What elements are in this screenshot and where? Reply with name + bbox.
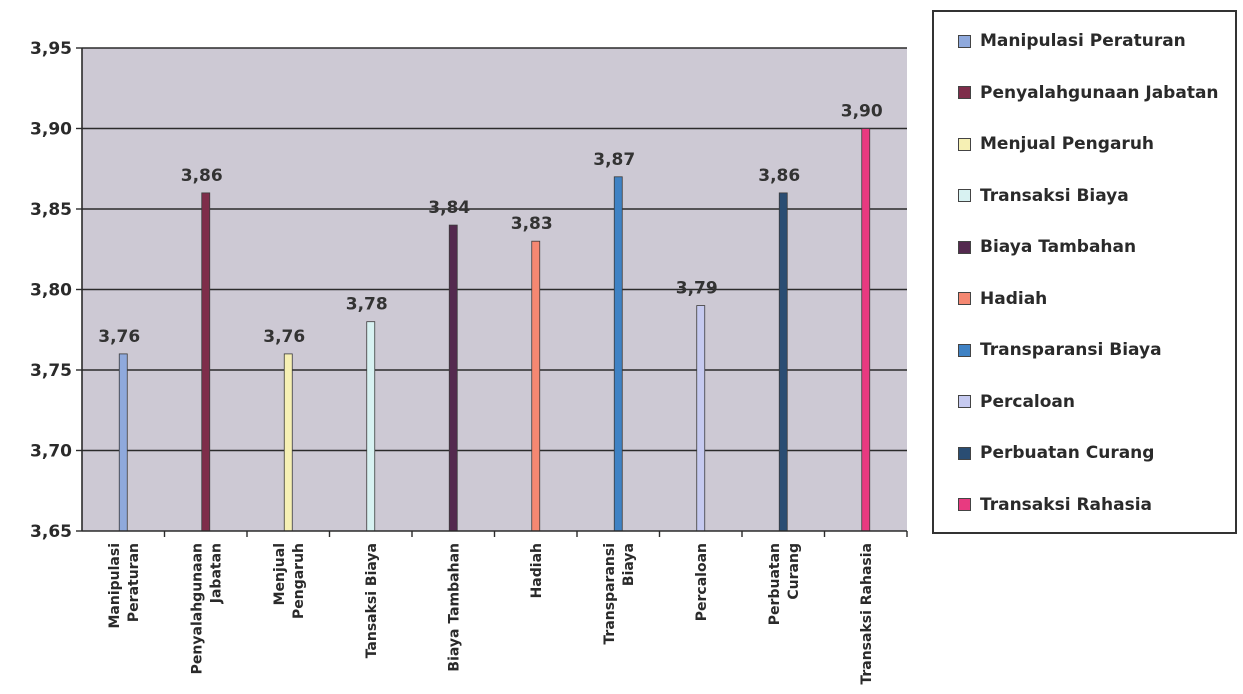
data-label: 3,87 [593,150,635,170]
legend-item: Penyalahgunaan Jabatan [958,81,1219,105]
legend-item: Perbuatan Curang [958,441,1154,465]
bar [118,353,128,532]
legend-swatch [958,189,971,202]
legend-label: Transparansi Biaya [980,340,1162,360]
bar [778,192,788,532]
legend-label: Percaloan [980,391,1076,412]
legend-item: Hadiah [958,287,1047,311]
y-tick-label: 3,70 [30,442,72,462]
legend-swatch [958,292,971,305]
x-category-label: Penyalahgunaan [189,543,205,674]
legend-swatch [958,343,971,357]
legend-label: Biaya Tambahan [980,237,1137,257]
x-category-label: Peraturan [126,543,142,622]
x-category-label: Pengaruh [291,543,307,619]
x-category-label: Perbuatan [767,543,783,625]
bar [696,305,706,532]
legend-swatch [958,240,971,254]
data-label: 3,76 [263,327,305,347]
x-category-label: Curang [786,543,802,600]
legend-label: Perbuatan Curang [980,443,1155,463]
legend-swatch [958,395,971,408]
y-tick-label: 3,80 [30,281,72,301]
bar [201,192,211,532]
bars [118,128,871,532]
legend-label: Hadiah [980,288,1048,309]
legend-swatch [958,137,971,151]
bar-chart: 3,653,703,753,803,853,903,95 3,763,863,7… [30,39,908,685]
y-tick-label: 3,75 [30,361,72,381]
legend-item: Manipulasi Peraturan [958,29,1186,53]
legend-label: Transaksi Rahasia [980,494,1153,515]
y-tick-label: 3,65 [30,522,72,542]
legend-swatch [958,498,971,511]
x-category-label: Jabatan [208,543,224,604]
legend-item: Percaloan [958,390,1075,414]
legend: Manipulasi Peraturan Penyalahgunaan Jabat… [932,10,1237,534]
y-tick-label: 3,90 [30,120,72,140]
legend-item: Biaya Tambahan [958,235,1136,259]
x-category-label: Transaksi Rahasia [859,543,875,685]
legend-label: Transaksi Biaya [980,185,1129,206]
legend-item: Transparansi Biaya [958,338,1162,362]
x-category-label: Hadiah [529,543,545,598]
y-axis-ticks: 3,65 3,70 3,75 3,80 3,85 3,90 3,95 [30,39,82,542]
legend-item: Menjual Pengaruh [958,132,1154,156]
x-category-label: Percaloan [694,543,710,621]
legend-item: Transaksi Biaya [958,184,1129,208]
x-category-label: Biaya [621,543,637,586]
x-category-label: Manipulasi [107,543,123,629]
legend-label: Penyalahgunaan Jabatan [980,82,1219,103]
bar [366,321,376,532]
data-label: 3,86 [181,166,223,186]
gridlines [82,47,907,452]
data-label: 3,76 [98,327,140,347]
data-label: 3,83 [511,214,553,234]
x-category-label: Transparansi [602,543,618,645]
bar [861,128,871,532]
x-category-label: Tansaksi Biaya [364,543,380,658]
legend-swatch [958,446,971,460]
data-label: 3,78 [346,295,388,315]
x-category-label: Biaya Tambahan [446,543,462,672]
y-tick-label: 3,95 [30,39,72,59]
data-label: 3,79 [676,279,718,299]
data-labels: 3,76 3,86 3,76 3,78 3,84 3,83 3,87 3,79 3,86 3,90 [98,102,883,347]
bar [283,353,293,532]
data-label: 3,86 [758,166,800,186]
legend-label: Manipulasi Peraturan [980,31,1186,51]
x-axis-categories: Manipulasi Peraturan Penyalahgunaan Jabatan… [107,531,908,685]
data-label: 3,84 [428,198,470,218]
bar [448,224,458,532]
legend-item: Transaksi Rahasia [958,493,1152,517]
legend-label: Menjual Pengaruh [980,134,1155,154]
legend-swatch [958,86,971,99]
bar [613,176,623,532]
x-category-label: Menjual [272,543,288,605]
data-label: 3,90 [841,102,883,122]
bar [531,240,541,532]
legend-swatch [958,34,971,48]
y-tick-label: 3,85 [30,200,72,220]
